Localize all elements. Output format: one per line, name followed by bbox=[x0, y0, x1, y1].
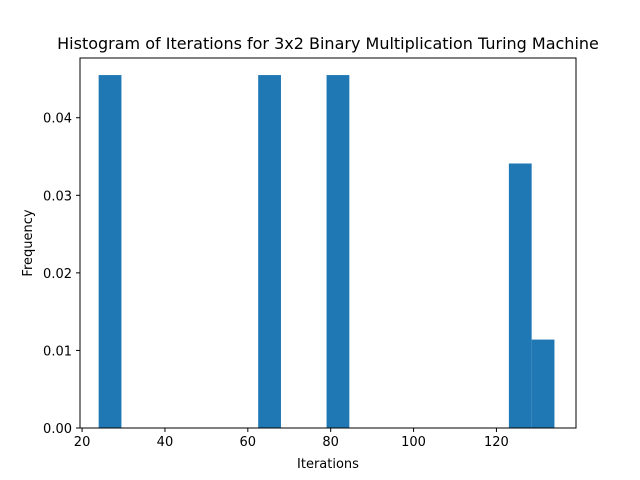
chart-title: Histogram of Iterations for 3x2 Binary M… bbox=[57, 34, 599, 53]
histogram-bar-4 bbox=[508, 163, 532, 428]
x-tick-label-1: 20 bbox=[74, 435, 91, 450]
x-tick-label-2: 40 bbox=[157, 435, 174, 450]
y-axis-label: Frequency bbox=[21, 209, 36, 276]
x-tick-label-6: 120 bbox=[484, 435, 509, 450]
y-axis-ticks: 0.00 0.01 0.02 0.03 0.04 bbox=[43, 112, 80, 437]
plot-frame bbox=[79, 57, 577, 429]
y-tick-label-3: 0.02 bbox=[43, 267, 72, 282]
x-tick-label-4: 80 bbox=[322, 435, 339, 450]
histogram-bar-1 bbox=[98, 75, 122, 428]
histogram-bar-2 bbox=[258, 75, 281, 428]
y-tick-label-5: 0.04 bbox=[43, 112, 72, 127]
histogram-bar-5 bbox=[531, 339, 555, 428]
y-tick-label-1: 0.00 bbox=[43, 422, 72, 437]
x-tick-label-3: 60 bbox=[240, 435, 257, 450]
y-tick-label-2: 0.01 bbox=[43, 344, 72, 359]
y-tick-label-4: 0.03 bbox=[43, 189, 72, 204]
x-axis-label: Iterations bbox=[297, 457, 359, 472]
x-axis-ticks: 20 40 60 80 100 120 bbox=[74, 428, 509, 450]
x-tick-label-5: 100 bbox=[401, 435, 426, 450]
bars-group bbox=[98, 75, 555, 428]
histogram-bar-3 bbox=[326, 75, 350, 428]
